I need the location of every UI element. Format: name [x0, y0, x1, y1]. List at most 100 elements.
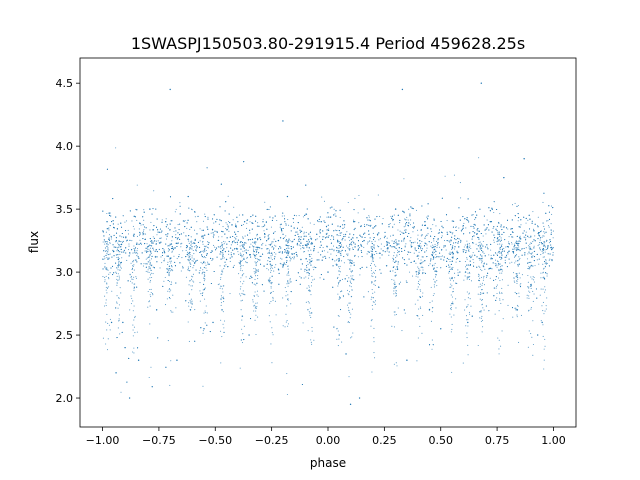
data-point: [179, 202, 181, 204]
data-point: [240, 309, 242, 311]
data-point: [171, 251, 173, 253]
data-point: [331, 235, 333, 237]
data-point: [199, 300, 201, 302]
data-point: [342, 224, 344, 226]
data-point: [245, 252, 247, 254]
data-point: [321, 259, 323, 261]
data-point: [221, 246, 223, 248]
data-point: [514, 244, 516, 247]
data-point: [378, 252, 380, 254]
data-point: [109, 329, 111, 331]
data-point: [337, 264, 339, 266]
data-point: [235, 247, 237, 249]
data-point: [130, 280, 132, 282]
data-point: [243, 244, 245, 246]
data-point: [305, 235, 307, 237]
data-point: [270, 270, 272, 272]
data-point: [144, 233, 147, 235]
data-point: [309, 261, 311, 263]
data-point: [269, 292, 272, 295]
data-point: [511, 204, 514, 206]
data-point: [119, 269, 121, 271]
data-point: [115, 271, 117, 273]
data-point: [474, 254, 476, 256]
data-point: [517, 242, 519, 244]
data-point: [299, 229, 301, 231]
data-point: [459, 260, 461, 262]
data-point: [188, 235, 190, 237]
data-point: [240, 253, 242, 255]
data-point: [171, 236, 173, 238]
data-point: [107, 338, 109, 340]
data-point: [132, 329, 134, 331]
data-point: [104, 241, 106, 243]
data-point: [378, 286, 380, 288]
data-point: [121, 251, 123, 253]
data-point: [474, 232, 476, 234]
data-point: [169, 270, 171, 272]
data-point: [192, 273, 194, 275]
data-point: [241, 319, 243, 321]
data-point: [303, 233, 305, 235]
data-point: [493, 295, 495, 297]
data-point: [269, 280, 271, 282]
data-point: [410, 242, 412, 244]
data-point: [144, 243, 146, 245]
data-point: [284, 221, 286, 223]
data-point: [466, 219, 468, 221]
data-point: [380, 272, 382, 274]
data-point: [417, 234, 419, 236]
data-point: [328, 235, 330, 237]
data-point: [133, 269, 135, 271]
data-point: [387, 246, 389, 249]
data-point: [283, 262, 285, 264]
data-point: [205, 312, 207, 314]
data-point: [523, 247, 525, 249]
data-point: [401, 248, 403, 250]
data-point: [305, 184, 307, 186]
data-point: [311, 343, 313, 345]
data-point: [109, 242, 111, 244]
data-point: [307, 301, 309, 303]
data-point: [177, 237, 179, 239]
data-point: [308, 254, 310, 256]
data-point: [242, 265, 244, 267]
data-point: [530, 235, 532, 237]
data-point: [449, 231, 451, 233]
data-point: [129, 253, 131, 255]
data-point: [159, 267, 161, 269]
data-point: [108, 238, 110, 240]
data-point: [481, 249, 483, 252]
data-point: [190, 248, 192, 250]
data-point: [241, 224, 243, 227]
data-point: [102, 231, 104, 233]
data-point: [194, 211, 196, 213]
data-point: [455, 229, 457, 232]
data-point: [242, 250, 244, 252]
data-point: [225, 227, 227, 230]
data-point: [106, 269, 108, 271]
data-point: [519, 235, 521, 237]
data-point: [148, 244, 150, 246]
data-point: [271, 254, 274, 256]
data-point: [138, 257, 140, 259]
data-point: [471, 238, 473, 240]
data-point: [255, 310, 257, 312]
data-point: [455, 239, 457, 241]
data-point: [278, 272, 280, 274]
data-point: [106, 245, 108, 247]
data-point: [336, 247, 338, 249]
data-point: [216, 218, 218, 220]
data-point: [219, 246, 221, 248]
data-point: [450, 263, 452, 265]
data-point: [462, 227, 464, 229]
data-point: [363, 208, 365, 210]
data-point: [175, 237, 177, 239]
data-point: [117, 254, 119, 256]
data-point: [305, 265, 308, 267]
data-point: [401, 250, 403, 252]
data-point: [494, 252, 497, 254]
data-point: [408, 208, 410, 210]
data-point: [393, 242, 395, 244]
data-point: [383, 237, 385, 239]
